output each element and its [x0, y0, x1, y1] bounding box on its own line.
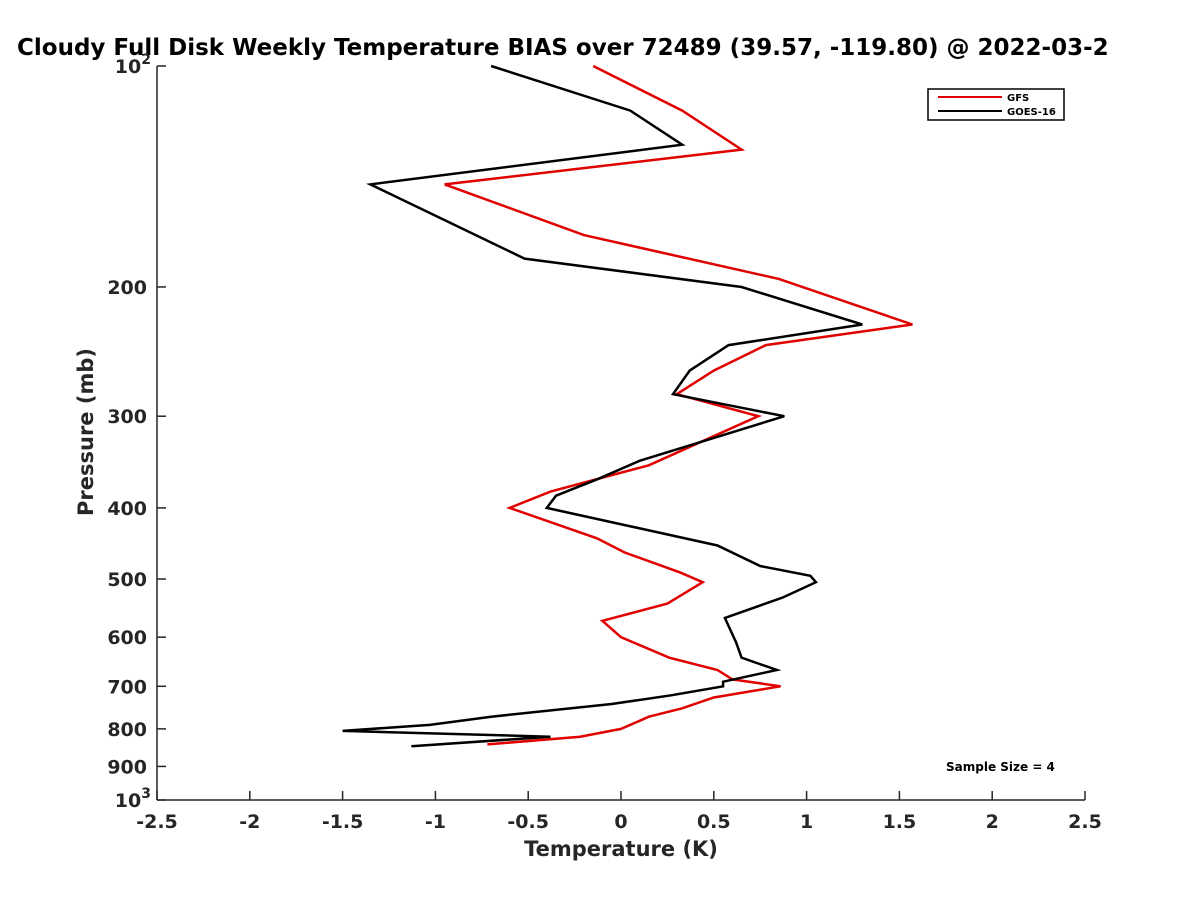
plot-series [342, 64, 913, 748]
y-tick-label: 500 [107, 569, 147, 591]
series-line-0 [444, 64, 913, 746]
y-tick-label: 700 [107, 676, 147, 698]
legend-label-gfs: GFS [1007, 93, 1029, 104]
x-tick-label: -1 [425, 811, 446, 833]
y-tick-label: 900 [107, 756, 147, 778]
sample-size-annotation: Sample Size = 4 [946, 760, 1055, 774]
x-tick-label: 2 [986, 811, 999, 833]
y-tick-label: 300 [107, 406, 147, 428]
y-axis-label: Pressure (mb) [74, 348, 98, 516]
x-tick-label: 1.5 [883, 811, 917, 833]
y-tick-label: 600 [107, 627, 147, 649]
x-tick-label: -2 [239, 811, 260, 833]
axes: -2.5 -2 -1.5 -1 -0.5 0 0.5 1 1.5 2 2.5 102 200 300 400… [107, 52, 1102, 833]
y-tick-label: 800 [107, 719, 147, 741]
x-tick-label: -0.5 [507, 811, 549, 833]
y-tick-label: 102 [115, 52, 151, 78]
legend-box [927, 88, 1065, 121]
x-tick-label: -1.5 [322, 811, 364, 833]
legend: GFS GOES-16 [927, 88, 1065, 121]
x-tick-label: 0.5 [697, 811, 731, 833]
x-tick-label: 1 [800, 811, 813, 833]
x-tick-label: 2.5 [1068, 811, 1102, 833]
y-tick-label: 200 [107, 277, 147, 299]
y-tick-label: 103 [115, 786, 151, 812]
y-tick-label: 400 [107, 498, 147, 520]
x-tick-label: -2.5 [136, 811, 178, 833]
x-tick-label: 0 [614, 811, 627, 833]
x-axis-label: Temperature (K) [524, 837, 718, 861]
series-line-1 [342, 64, 863, 748]
chart-title: Cloudy Full Disk Weekly Temperature BIAS… [17, 35, 1109, 61]
legend-label-goes16: GOES-16 [1007, 107, 1056, 118]
